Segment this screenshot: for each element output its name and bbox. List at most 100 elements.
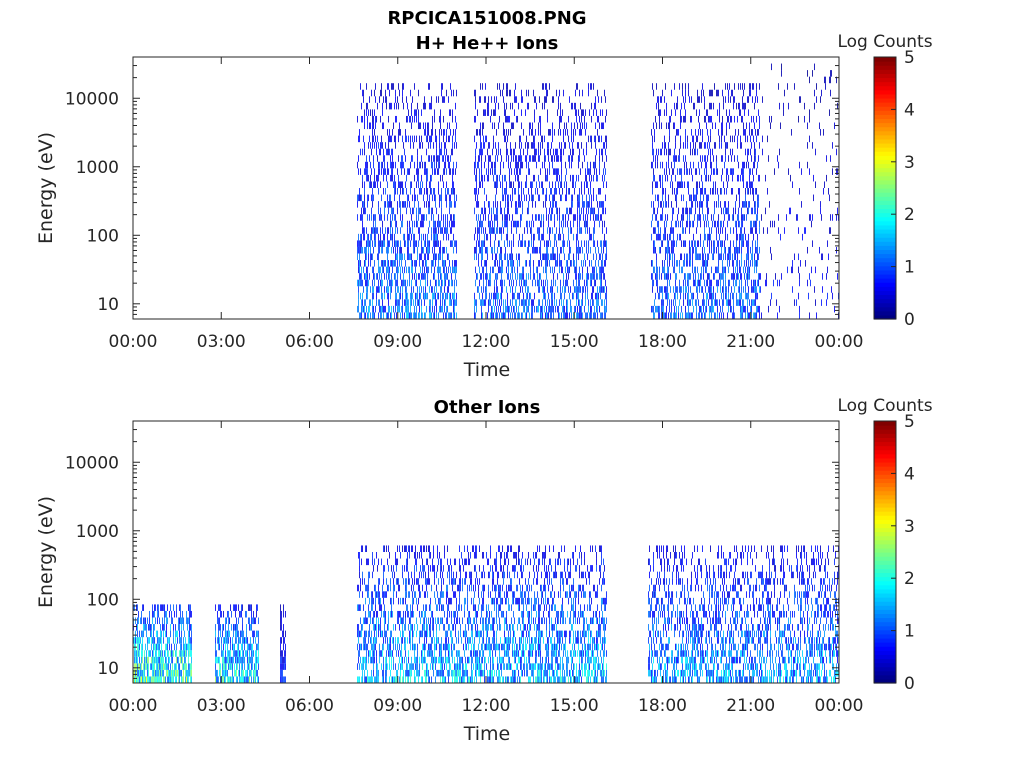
data-cell bbox=[666, 220, 667, 228]
data-cell bbox=[542, 286, 543, 293]
data-cell bbox=[565, 174, 566, 182]
colorbar-tick-label: 5 bbox=[904, 48, 915, 68]
data-cell bbox=[659, 115, 660, 123]
data-cell bbox=[531, 305, 532, 313]
data-cell bbox=[662, 214, 663, 221]
data-cell bbox=[519, 292, 520, 300]
data-cell bbox=[474, 115, 475, 123]
data-cell bbox=[708, 148, 709, 156]
data-cell bbox=[598, 246, 599, 254]
data-cell bbox=[769, 115, 770, 123]
data-cell bbox=[578, 174, 579, 182]
data-cell bbox=[752, 240, 753, 247]
data-cell bbox=[367, 214, 368, 221]
data-cell bbox=[582, 89, 583, 97]
data-cell bbox=[424, 161, 425, 169]
data-cell bbox=[753, 220, 754, 228]
data-cell bbox=[563, 220, 564, 228]
data-cell bbox=[546, 312, 547, 319]
data-cell bbox=[679, 155, 680, 162]
data-cell bbox=[543, 266, 544, 274]
data-cell bbox=[375, 115, 376, 123]
data-cell bbox=[548, 240, 549, 247]
data-cell bbox=[791, 266, 792, 274]
data-cell bbox=[153, 669, 154, 677]
data-cell bbox=[682, 181, 683, 188]
data-cell bbox=[142, 669, 143, 677]
data-cell bbox=[739, 240, 740, 247]
data-cell bbox=[741, 286, 742, 293]
data-cell bbox=[588, 305, 589, 313]
data-cell bbox=[524, 305, 525, 313]
data-cell bbox=[372, 122, 373, 130]
data-cell bbox=[676, 273, 677, 280]
data-cell bbox=[656, 83, 657, 90]
data-cell bbox=[695, 253, 696, 261]
data-cell bbox=[734, 246, 735, 254]
data-cell bbox=[653, 279, 654, 287]
data-cell bbox=[361, 246, 362, 254]
data-cell bbox=[697, 240, 698, 247]
data-cell bbox=[378, 142, 379, 149]
data-cell bbox=[359, 240, 360, 247]
data-cell bbox=[689, 260, 690, 267]
data-cell bbox=[376, 292, 377, 300]
data-cell bbox=[740, 142, 741, 149]
data-cell bbox=[506, 102, 507, 110]
data-cell bbox=[754, 220, 755, 228]
data-cell bbox=[740, 266, 741, 274]
data-cell bbox=[449, 109, 450, 116]
data-cell bbox=[738, 161, 739, 169]
data-cell bbox=[444, 286, 445, 293]
data-cell bbox=[488, 305, 489, 313]
data-cell bbox=[584, 305, 585, 313]
data-cell bbox=[546, 214, 547, 221]
data-cell bbox=[683, 260, 684, 267]
data-cell bbox=[445, 312, 446, 319]
data-cell bbox=[452, 168, 453, 175]
data-cell bbox=[158, 643, 159, 651]
data-cell bbox=[750, 89, 751, 97]
data-cell bbox=[709, 246, 710, 254]
data-cell bbox=[419, 286, 420, 293]
data-cell bbox=[579, 129, 580, 136]
data-cell bbox=[593, 207, 594, 215]
data-cell bbox=[491, 292, 492, 300]
colorbar-swatch bbox=[874, 155, 896, 160]
data-cell bbox=[721, 129, 722, 136]
data-cell bbox=[513, 148, 514, 156]
data-cell bbox=[671, 312, 672, 319]
data-cell bbox=[437, 233, 438, 241]
data-cell bbox=[488, 142, 489, 149]
data-cell bbox=[531, 129, 532, 136]
data-cell bbox=[515, 174, 516, 182]
data-cell bbox=[152, 669, 153, 677]
data-cell bbox=[678, 207, 679, 215]
data-cell bbox=[157, 643, 158, 651]
data-cell bbox=[421, 305, 422, 313]
data-cell bbox=[391, 161, 392, 169]
data-cell bbox=[386, 286, 387, 293]
data-cell bbox=[554, 129, 555, 136]
data-cell bbox=[653, 122, 654, 130]
data-cell bbox=[589, 312, 590, 319]
data-cell bbox=[682, 207, 683, 215]
data-cell bbox=[357, 201, 358, 208]
data-cell bbox=[652, 273, 653, 280]
data-cell bbox=[711, 305, 712, 313]
data-cell bbox=[553, 279, 554, 287]
data-cell bbox=[685, 305, 686, 313]
data-cell bbox=[147, 617, 148, 625]
data-cell bbox=[668, 194, 669, 202]
data-cell bbox=[365, 279, 366, 287]
data-cell bbox=[659, 233, 660, 241]
data-cell bbox=[832, 168, 833, 175]
data-cell bbox=[525, 260, 526, 267]
data-cell bbox=[706, 220, 707, 228]
data-cell bbox=[752, 227, 753, 234]
data-cell bbox=[707, 292, 708, 300]
data-cell bbox=[518, 253, 519, 261]
data-cell bbox=[406, 305, 407, 313]
data-cell bbox=[689, 207, 690, 215]
data-cell bbox=[720, 240, 721, 247]
